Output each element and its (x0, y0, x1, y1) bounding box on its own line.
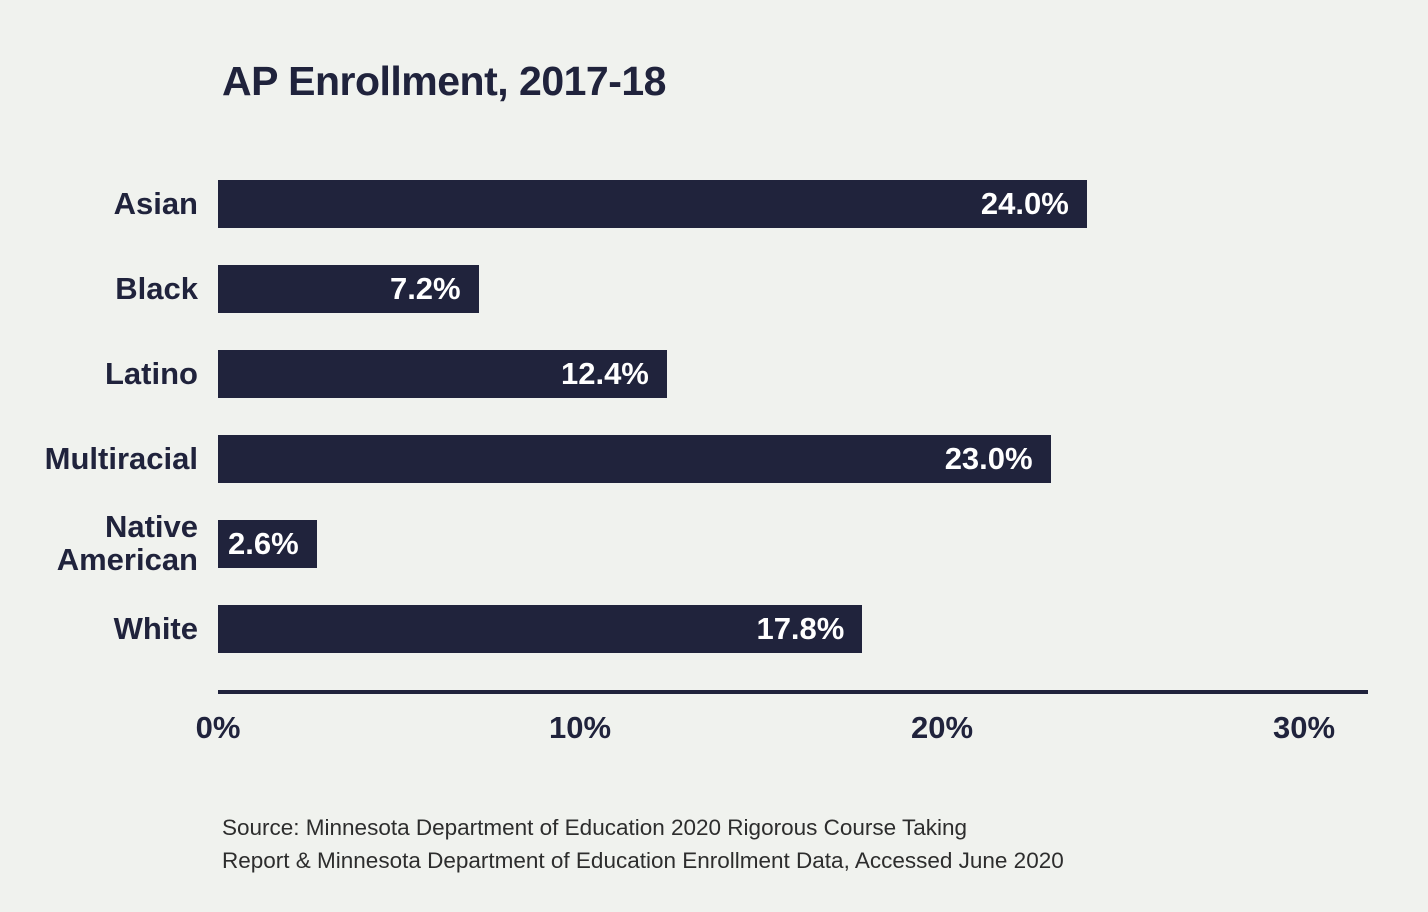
chart-row: Black 7.2% (0, 265, 1428, 313)
bar-value-label: 2.6% (228, 526, 299, 561)
source-line-1: Source: Minnesota Department of Educatio… (222, 815, 968, 840)
category-label: Native American (56, 509, 198, 577)
source-line-2: Report & Minnesota Department of Educati… (222, 847, 1064, 873)
x-axis-tick-label: 20% (910, 710, 974, 745)
chart-row: Native American 2.6% (0, 511, 1428, 576)
category-label: Latino (105, 355, 198, 391)
x-axis-ticks: 0% 10% 20% 30% (0, 710, 1428, 750)
bar-value-label: 24.0% (980, 186, 1069, 221)
chart-row: Asian 24.0% (0, 180, 1428, 228)
x-axis-tick-label: 0% (195, 710, 241, 745)
x-axis-tick-label: 10% (548, 710, 612, 745)
bar-value-label: 17.8% (756, 611, 845, 646)
bar-value-label: 12.4% (560, 356, 649, 391)
bar: 24.0% (218, 180, 1087, 228)
x-axis-line (218, 690, 1368, 694)
chart-row: Multiracial 23.0% (0, 435, 1428, 483)
bar-value-label: 7.2% (389, 271, 461, 306)
bar: 12.4% (218, 350, 667, 398)
category-label: Multiracial (44, 440, 198, 476)
category-label: Asian (113, 185, 198, 221)
chart-row: White 17.8% (0, 605, 1428, 653)
chart-title: AP Enrollment, 2017-18 (222, 58, 666, 104)
category-label: White (113, 610, 198, 646)
bar: 2.6% (218, 520, 317, 568)
bar: 7.2% (218, 265, 479, 313)
chart-row: Latino 12.4% (0, 350, 1428, 398)
bar: 17.8% (218, 605, 863, 653)
bars-area: Asian 24.0% Black 7.2% Latino 12.4% Multiracia… (0, 180, 1428, 690)
bar: 23.0% (218, 435, 1051, 483)
source-note: Source: Minnesota Department of Educatio… (222, 812, 1064, 877)
x-axis-tick-label: 30% (1272, 710, 1336, 745)
category-label: Black (115, 270, 198, 306)
bar-value-label: 23.0% (944, 441, 1033, 476)
